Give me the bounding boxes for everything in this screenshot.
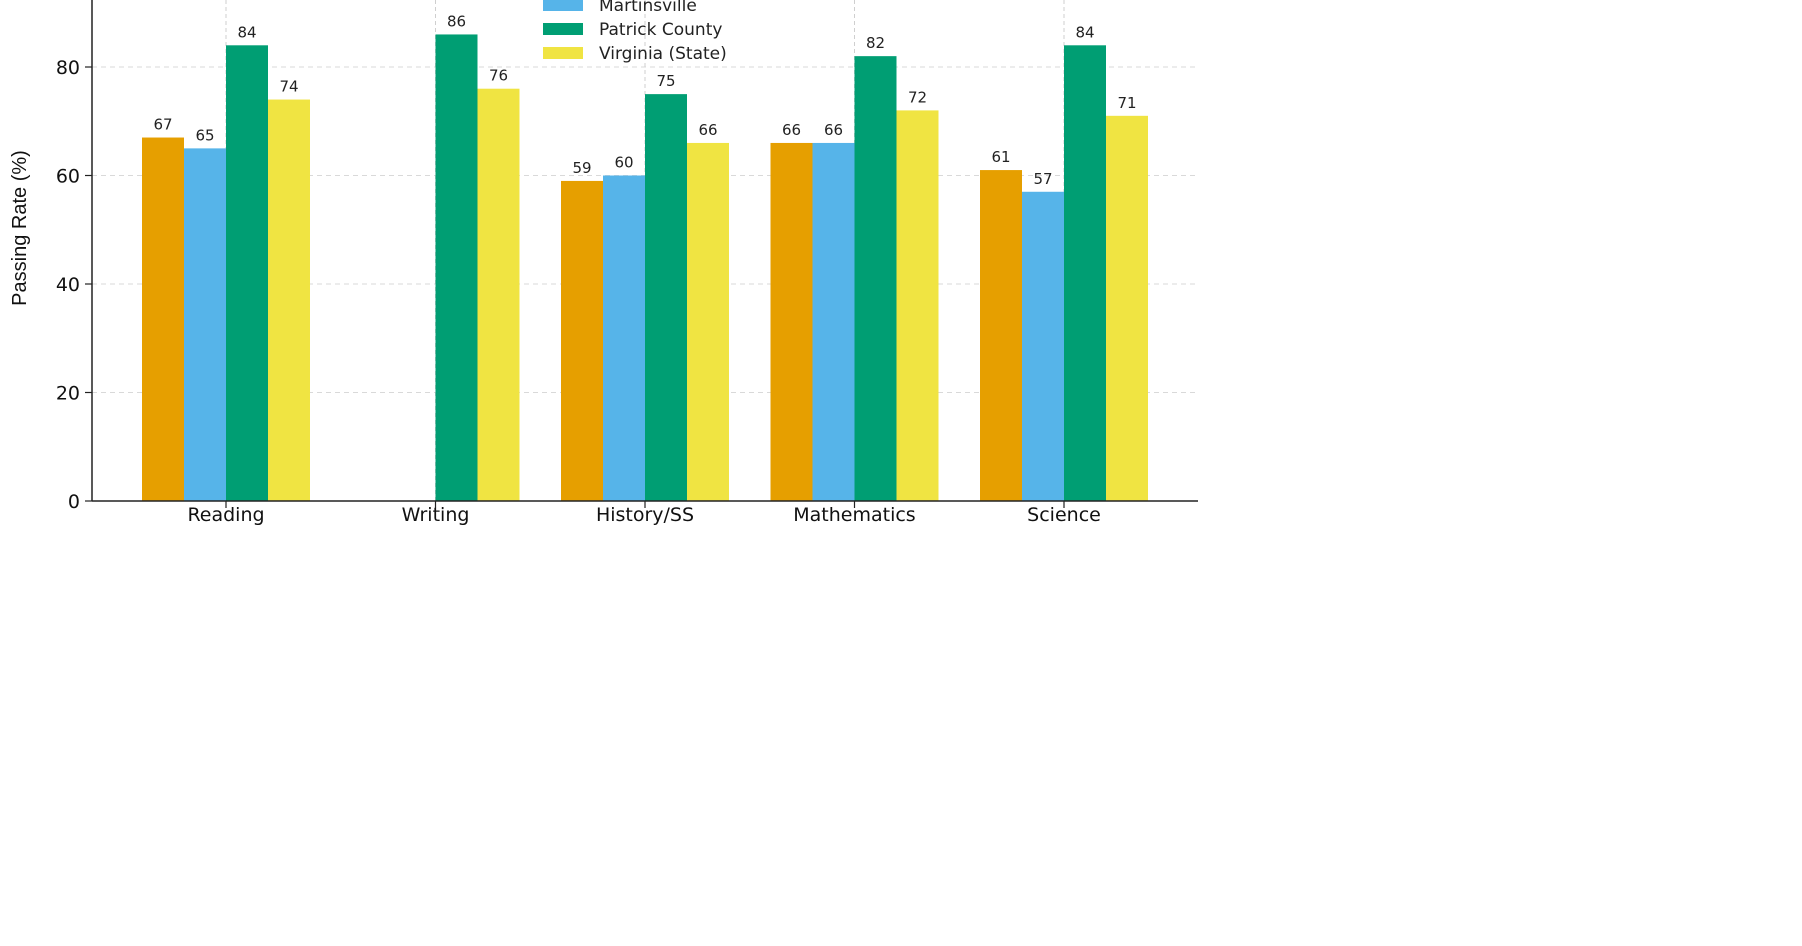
bar-value-label: 59	[572, 159, 591, 177]
bar	[645, 94, 687, 501]
y-tick-label: 40	[56, 274, 80, 296]
bar-value-label: 82	[866, 34, 885, 52]
bar	[268, 99, 310, 502]
bar-value-label: 84	[237, 23, 256, 41]
legend-swatch	[543, 23, 583, 35]
bar-value-label: 74	[279, 78, 298, 96]
bar-value-label: 75	[656, 72, 675, 90]
bar	[477, 88, 520, 501]
bar	[603, 175, 645, 501]
x-tick-label: Science	[1027, 504, 1101, 526]
x-tick-label: Mathematics	[793, 504, 915, 526]
bar	[854, 56, 897, 502]
y-tick-label: 80	[56, 57, 80, 79]
legend-swatch	[543, 0, 583, 11]
bar-value-label: 72	[908, 88, 927, 106]
bar-value-labels: 67 65 84 74 86 76 59 60 75 66 66 66 82 72 61 57 84 71	[153, 12, 1136, 187]
bar	[896, 110, 939, 502]
axes: 0 20 40 60 80 Reading Writing History/SS Mathema…	[56, 0, 1198, 526]
x-tick-label: History/SS	[596, 504, 694, 526]
x-tick-label: Reading	[187, 504, 264, 526]
legend-swatch	[543, 47, 583, 59]
bar-value-label: 61	[991, 148, 1010, 166]
bar-value-label: 57	[1033, 170, 1052, 188]
bar-value-label: 84	[1075, 23, 1094, 41]
legend-label: Patrick County	[599, 20, 722, 40]
x-tick-label: Writing	[402, 504, 470, 526]
bar	[980, 170, 1022, 501]
y-axis-title: Passing Rate (%)	[9, 150, 31, 306]
bar-value-label: 76	[489, 67, 508, 85]
bar	[142, 137, 184, 501]
y-tick-label: 60	[56, 166, 80, 188]
bar-value-label: 60	[614, 154, 633, 172]
bar	[770, 142, 813, 501]
bar-value-label: 65	[195, 126, 214, 144]
y-tick-label: 0	[68, 491, 80, 513]
legend: Martinsville Patrick County Virginia (Stat…	[543, 0, 727, 64]
legend-label: Virginia (State)	[599, 44, 727, 64]
bar	[561, 180, 603, 502]
bar-value-label: 66	[782, 121, 801, 139]
bar	[812, 142, 855, 501]
bar-value-label: 66	[824, 121, 843, 139]
bar-value-label: 67	[153, 116, 172, 134]
bar	[184, 148, 226, 501]
bar-value-label: 66	[698, 121, 717, 139]
bar-value-label: 71	[1117, 94, 1136, 112]
bar	[687, 142, 729, 501]
bar	[435, 34, 478, 501]
bar	[1064, 45, 1106, 502]
bars	[142, 34, 1148, 502]
legend-label: Martinsville	[599, 0, 697, 16]
bar-value-label: 86	[447, 12, 466, 30]
bar	[226, 45, 268, 502]
bar	[1022, 191, 1064, 501]
y-tick-label: 20	[56, 383, 80, 405]
bar	[1106, 115, 1148, 501]
